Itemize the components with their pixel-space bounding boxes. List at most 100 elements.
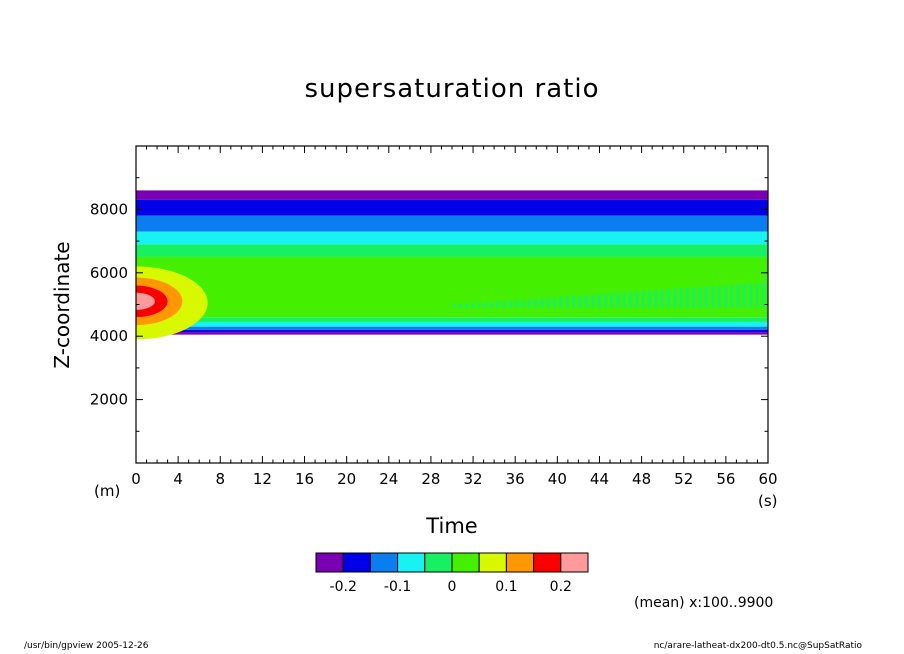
layer-band bbox=[136, 321, 768, 327]
wave-stripe bbox=[496, 301, 500, 308]
colorbar: -0.2 -0.1 0 0.1 0.2 bbox=[315, 552, 589, 595]
wave-stripe bbox=[591, 294, 595, 308]
footer-file-info: nc/arare-latheat-dx200-dt0.5.nc@SupSatRa… bbox=[653, 641, 862, 651]
wave-stripe bbox=[515, 299, 519, 308]
layer-band bbox=[136, 326, 768, 330]
wave-stripe bbox=[521, 299, 525, 308]
wave-stripe bbox=[546, 297, 550, 308]
x-tick-label: 56 bbox=[716, 470, 735, 488]
layer-band bbox=[136, 215, 768, 232]
wave-stripe bbox=[527, 299, 531, 308]
wave-stripe bbox=[704, 286, 708, 308]
wave-stripe bbox=[679, 288, 683, 308]
wave-stripe bbox=[553, 297, 557, 308]
wave-stripe bbox=[647, 290, 652, 308]
y-tick-label: 8000 bbox=[90, 200, 128, 218]
wave-stripe bbox=[477, 302, 481, 308]
colorbar-swatch bbox=[505, 552, 535, 573]
wave-stripe bbox=[749, 283, 753, 308]
wave-stripe bbox=[698, 286, 702, 308]
x-tick-label: 8 bbox=[215, 470, 225, 488]
wave-stripe bbox=[559, 296, 563, 308]
layer-band bbox=[136, 244, 768, 257]
wave-stripe bbox=[540, 298, 544, 308]
x-axis-label: Time bbox=[426, 514, 478, 538]
wave-stripe bbox=[666, 289, 671, 308]
x-tick-label: 60 bbox=[758, 470, 777, 488]
wave-stripe bbox=[622, 292, 626, 308]
x-tick-label: 44 bbox=[590, 470, 609, 488]
colorbar-label: -0.1 bbox=[384, 579, 411, 595]
colorbar-swatch bbox=[342, 552, 371, 573]
colorbar-swatch bbox=[315, 552, 344, 573]
wave-stripe bbox=[489, 301, 494, 308]
x-tick-label: 4 bbox=[173, 470, 183, 488]
y-axis-label: Z-coordinate bbox=[50, 241, 74, 369]
layer-band bbox=[136, 199, 768, 216]
wave-stripe bbox=[458, 304, 462, 308]
x-tick-label: 40 bbox=[548, 470, 567, 488]
x-tick-label: 36 bbox=[506, 470, 525, 488]
x-axis-unit: (s) bbox=[758, 492, 778, 510]
wave-region bbox=[452, 282, 765, 308]
wave-stripe bbox=[572, 295, 576, 308]
wave-stripe bbox=[660, 289, 664, 308]
colorbar-label: 0.1 bbox=[495, 579, 517, 595]
wave-stripe bbox=[654, 290, 658, 308]
y-tick-label: 6000 bbox=[90, 264, 128, 282]
wave-stripe bbox=[628, 291, 633, 308]
wave-stripe bbox=[565, 296, 569, 308]
layer-band bbox=[136, 190, 768, 200]
colorbar-label: -0.2 bbox=[330, 579, 357, 595]
wave-stripe bbox=[483, 302, 487, 308]
anomaly-contour bbox=[136, 292, 155, 310]
wave-stripe bbox=[761, 282, 765, 308]
colorbar-swatch bbox=[478, 552, 507, 573]
chart-title: supersaturation ratio bbox=[304, 74, 600, 104]
layer-band bbox=[136, 256, 768, 318]
colorbar-swatch bbox=[451, 552, 480, 573]
wave-stripe bbox=[534, 298, 538, 308]
layer-band bbox=[136, 317, 768, 322]
x-tick-label: 28 bbox=[421, 470, 440, 488]
layer-band bbox=[136, 332, 768, 335]
wave-stripe bbox=[502, 300, 506, 308]
wave-stripe bbox=[508, 300, 513, 308]
x-tick-label: 0 bbox=[131, 470, 141, 488]
y-tick-label: 4000 bbox=[90, 327, 128, 345]
y-axis-unit: (m) bbox=[94, 482, 121, 500]
wave-stripe bbox=[755, 282, 759, 308]
wave-stripe bbox=[730, 284, 734, 308]
y-tick-label: 2000 bbox=[90, 391, 128, 409]
colorbar-swatch bbox=[424, 552, 453, 573]
contour-field bbox=[136, 190, 768, 340]
wave-stripe bbox=[597, 294, 601, 308]
wave-stripe bbox=[711, 285, 715, 308]
x-tick-label: 48 bbox=[632, 470, 651, 488]
x-tick-label: 12 bbox=[253, 470, 272, 488]
layer-band bbox=[136, 231, 768, 245]
wave-stripe bbox=[692, 287, 696, 308]
wave-stripe bbox=[641, 290, 645, 308]
wave-stripe bbox=[736, 284, 740, 308]
x-tick-label: 32 bbox=[464, 470, 483, 488]
wave-stripe bbox=[635, 291, 639, 308]
x-tick-label: 24 bbox=[379, 470, 398, 488]
x-tick-label: 52 bbox=[674, 470, 693, 488]
wave-stripe bbox=[584, 295, 588, 308]
colorbar-swatch bbox=[397, 552, 426, 573]
footer-program-info: /usr/bin/gpview 2005-12-26 bbox=[24, 641, 149, 651]
colorbar-label: 0 bbox=[448, 579, 457, 595]
wave-stripe bbox=[673, 288, 677, 308]
wave-stripe bbox=[452, 304, 456, 308]
wave-stripe bbox=[616, 292, 620, 308]
wave-stripe bbox=[610, 293, 614, 308]
y-axis: 2000 4000 6000 8000 bbox=[90, 177, 768, 432]
x-axis: 0 4 8 12 16 20 24 28 32 36 40 44 48 52 56 60 bbox=[131, 146, 778, 488]
x-tick-label: 20 bbox=[337, 470, 356, 488]
wave-stripe bbox=[578, 295, 582, 308]
x-tick-label: 16 bbox=[295, 470, 314, 488]
wave-stripe bbox=[603, 293, 607, 308]
wave-stripe bbox=[470, 303, 475, 308]
